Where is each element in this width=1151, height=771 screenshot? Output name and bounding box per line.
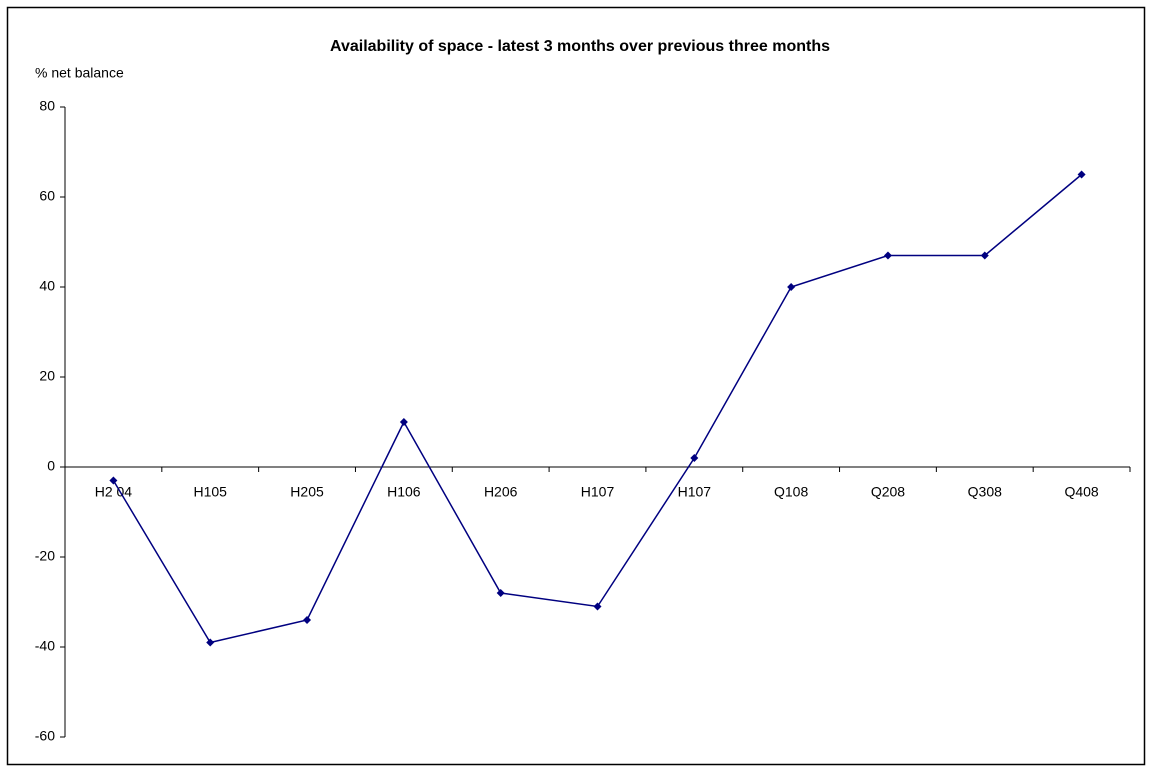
x-tick-label: Q108 xyxy=(774,484,808,500)
x-tick-label: H105 xyxy=(193,484,227,500)
x-tick-label: H107 xyxy=(678,484,712,500)
marker xyxy=(399,418,408,426)
marker xyxy=(980,251,989,260)
y-tick-label: -60 xyxy=(35,728,55,744)
y-tick-label: 40 xyxy=(39,278,55,294)
x-tick-label: Q208 xyxy=(871,484,905,500)
marker xyxy=(690,454,699,462)
marker xyxy=(109,476,118,485)
x-tick-label: H205 xyxy=(290,484,324,500)
marker xyxy=(496,589,505,597)
marker xyxy=(206,638,215,647)
chart-title: Availability of space - latest 3 months … xyxy=(330,38,830,55)
y-tick-label: 0 xyxy=(47,458,55,474)
x-tick-label: H106 xyxy=(387,484,421,500)
x-tick-label: H206 xyxy=(484,484,518,500)
x-tick-label: H107 xyxy=(581,484,615,500)
x-tick-label: H2 04 xyxy=(95,484,133,500)
marker xyxy=(1077,170,1086,179)
marker xyxy=(883,251,892,260)
y-tick-label: 80 xyxy=(39,98,55,114)
marker xyxy=(787,283,796,291)
y-tick-label: 20 xyxy=(39,368,55,384)
y-tick-label: -20 xyxy=(35,548,55,564)
x-tick-label: Q408 xyxy=(1064,484,1098,500)
chart-border xyxy=(6,6,1146,766)
y-axis-label: % net balance xyxy=(35,65,124,81)
marker xyxy=(303,616,312,624)
y-tick-label: 60 xyxy=(39,188,55,204)
y-tick-label: -40 xyxy=(35,638,55,654)
x-tick-label: Q308 xyxy=(968,484,1002,500)
marker xyxy=(593,602,602,611)
